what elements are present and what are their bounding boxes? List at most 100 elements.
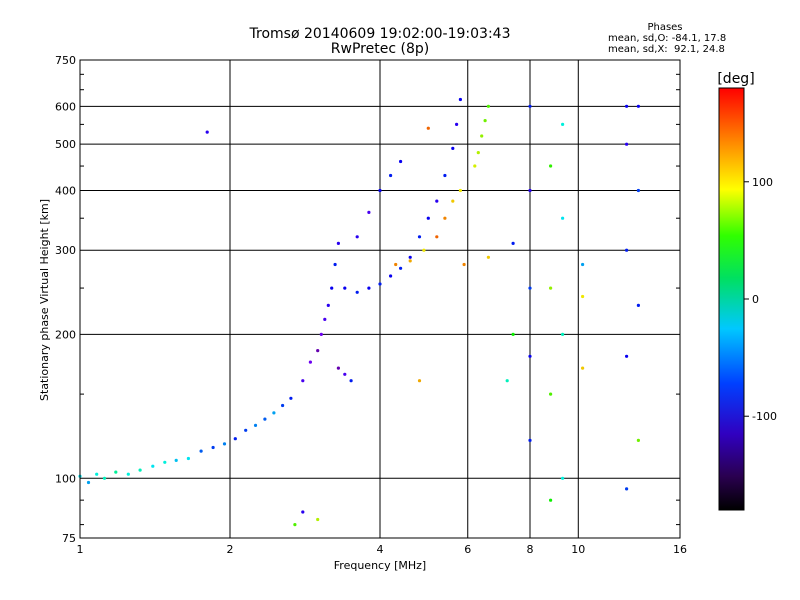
- data-point: [253, 423, 258, 427]
- data-point: [399, 159, 403, 164]
- data-point: [205, 130, 209, 134]
- data-point: [336, 366, 340, 370]
- data-point: [549, 498, 553, 502]
- data-point: [394, 262, 398, 267]
- data-point: [319, 332, 323, 336]
- data-point: [435, 199, 439, 203]
- y-axis-label: Stationary phase Virtual Height [km]: [38, 199, 51, 401]
- data-point: [263, 417, 267, 421]
- data-point: [389, 173, 393, 178]
- data-point: [289, 396, 293, 400]
- colorbar: [718, 87, 745, 511]
- data-point: [293, 523, 297, 527]
- data-point: [367, 210, 371, 214]
- data-point: [336, 241, 340, 245]
- y-tick-label: 400: [55, 184, 76, 197]
- data-point: [343, 286, 347, 290]
- data-point: [443, 216, 447, 220]
- data-point: [426, 126, 430, 130]
- data-point: [561, 122, 565, 126]
- data-point: [455, 122, 459, 126]
- data-point: [561, 476, 565, 480]
- data-point: [86, 480, 91, 485]
- data-point: [581, 294, 585, 299]
- data-point: [316, 349, 320, 353]
- x-axis: 1 2 4 6 8 10 16: [77, 543, 688, 556]
- data-point: [186, 456, 190, 461]
- data-point: [549, 392, 553, 396]
- data-point: [199, 449, 203, 453]
- data-point: [222, 442, 227, 446]
- data-point: [233, 437, 237, 441]
- y-tick-label: 500: [55, 138, 76, 151]
- data-point: [417, 235, 422, 239]
- y-tick-label: 100: [55, 472, 76, 485]
- data-point: [417, 379, 422, 383]
- x-tick-label: 4: [377, 543, 384, 556]
- data-point: [281, 403, 285, 408]
- data-point: [625, 487, 629, 491]
- data-point: [528, 104, 532, 108]
- y-tick-label: 600: [55, 100, 76, 113]
- data-point: [483, 119, 487, 123]
- data-point: [138, 468, 142, 472]
- data-point: [378, 188, 382, 193]
- data-point: [549, 286, 553, 290]
- data-point: [151, 464, 155, 468]
- y-tick-label: 75: [62, 532, 76, 545]
- data-point: [343, 372, 347, 376]
- data-point: [480, 134, 484, 138]
- data-point: [174, 458, 178, 462]
- data-point: [625, 354, 629, 358]
- data-point: [625, 142, 629, 146]
- data-point: [636, 438, 641, 442]
- data-point: [636, 188, 641, 193]
- data-point: [625, 104, 629, 108]
- legend-title: Phases: [647, 22, 682, 33]
- data-point: [244, 428, 248, 432]
- data-point: [462, 262, 466, 267]
- data-point: [330, 286, 334, 290]
- data-point: [561, 332, 565, 336]
- data-point: [528, 438, 532, 442]
- data-point: [451, 199, 455, 203]
- data-point: [473, 164, 477, 168]
- data-point: [458, 97, 462, 102]
- data-point: [326, 303, 330, 307]
- data-point: [511, 332, 515, 336]
- x-tick-label: 10: [571, 543, 585, 556]
- y-tick-label: 300: [55, 244, 76, 257]
- data-point: [505, 379, 509, 383]
- data-point: [114, 470, 118, 474]
- data-point: [561, 216, 565, 220]
- data-point: [163, 460, 167, 464]
- data-point: [301, 510, 305, 514]
- data-point: [211, 445, 215, 450]
- data-point: [486, 255, 490, 259]
- legend-line-o: mean, sd,O: -84.1, 17.8: [608, 33, 726, 44]
- chart-subtitle: RwPretec (8p): [331, 41, 429, 57]
- data-point: [435, 235, 439, 239]
- data-point: [476, 151, 480, 155]
- data-point: [408, 255, 412, 259]
- data-point: [367, 286, 371, 290]
- data-point: [581, 366, 585, 370]
- grid: [80, 60, 680, 538]
- data-points: [78, 97, 641, 527]
- data-point: [451, 146, 455, 150]
- data-point: [549, 164, 553, 168]
- data-point: [458, 188, 462, 193]
- data-point: [636, 303, 641, 307]
- legend-line-x: mean, sd,X: 92.1, 24.8: [608, 44, 725, 55]
- x-tick-label: 1: [77, 543, 84, 556]
- data-point: [301, 379, 305, 383]
- data-point: [426, 216, 430, 220]
- colorbar-ticks: 100 0 -100: [744, 176, 777, 423]
- data-point: [378, 282, 382, 286]
- data-point: [102, 476, 107, 480]
- data-point: [95, 472, 99, 476]
- data-point: [528, 354, 532, 358]
- data-point: [126, 472, 130, 476]
- data-point: [581, 262, 585, 267]
- data-point: [528, 286, 532, 290]
